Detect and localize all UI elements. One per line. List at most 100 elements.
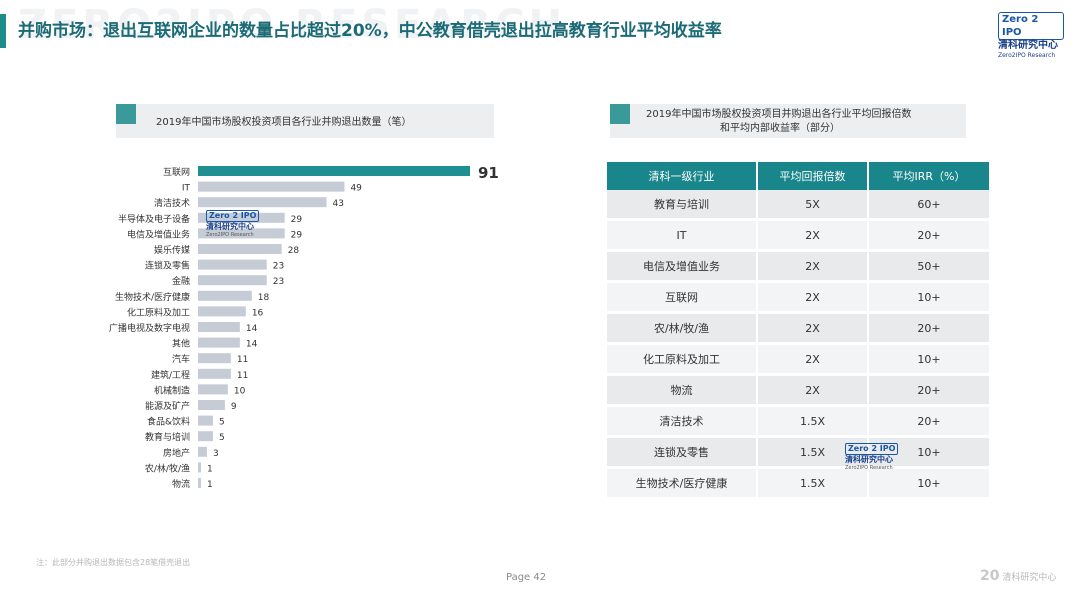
table-header-row: 清科一级行业 平均回报倍数 平均IRR（%） bbox=[607, 162, 992, 190]
bar bbox=[198, 462, 201, 473]
table-row: 连锁及零售 1.5X 10+ bbox=[607, 436, 992, 469]
data-label: 91 bbox=[478, 164, 499, 182]
watermark-stamp: Zero 2 IPO 清科研究中心 Zero2IPO Research bbox=[206, 203, 264, 238]
table-header-cell: 清科一级行业 bbox=[607, 162, 759, 190]
category-label: 半导体及电子设备 bbox=[118, 213, 190, 225]
data-label: 14 bbox=[246, 324, 258, 334]
data-label: 29 bbox=[291, 215, 303, 225]
table-cell: 1.5X bbox=[757, 436, 869, 469]
stamp-en: Zero2IPO Research bbox=[845, 465, 893, 471]
left-panel-title-text: 2019年中国市场股权投资项目各行业并购退出数量（笔） bbox=[156, 117, 412, 128]
bar bbox=[198, 446, 207, 457]
bar bbox=[198, 478, 201, 488]
table-cell: 10+ bbox=[867, 343, 992, 376]
data-label: 23 bbox=[273, 262, 284, 272]
data-label: 9 bbox=[231, 402, 237, 412]
table-row: 化工原料及加工 2X 10+ bbox=[607, 343, 992, 376]
table-cell: 互联网 bbox=[607, 281, 759, 314]
category-label: 能源及矿产 bbox=[145, 400, 190, 412]
bar bbox=[198, 306, 246, 317]
bar bbox=[198, 431, 213, 442]
table-cell: 20+ bbox=[867, 405, 992, 438]
bar bbox=[198, 384, 228, 395]
data-label: 3 bbox=[213, 449, 219, 459]
footnote: 注：此部分并购退出数据包含28笔借壳退出 bbox=[36, 558, 191, 567]
bar bbox=[198, 181, 345, 192]
category-label: 农/林/牧/渔 bbox=[145, 462, 190, 474]
table-cell: 10+ bbox=[867, 467, 992, 500]
right-panel-title-line1: 2019年中国市场股权投资项目并购退出各行业平均回报倍数 bbox=[646, 109, 912, 120]
footer-brand: 20 清科研究中心 bbox=[980, 568, 1056, 584]
bar bbox=[198, 353, 231, 364]
category-label: 建筑/工程 bbox=[151, 369, 190, 381]
table-header-cell: 平均IRR（%） bbox=[867, 162, 992, 190]
bar bbox=[198, 197, 327, 208]
table-cell: 化工原料及加工 bbox=[607, 343, 759, 376]
category-label: 金融 bbox=[172, 275, 190, 287]
table-cell: 2X bbox=[757, 219, 869, 252]
table-cell: 1.5X bbox=[757, 405, 869, 438]
table-row: 清洁技术 1.5X 20+ bbox=[607, 405, 992, 438]
data-label: 29 bbox=[291, 230, 303, 240]
irr-table: 清科一级行业 平均回报倍数 平均IRR（%） 教育与培训 5X 60+ IT 2X 20+… bbox=[607, 162, 992, 500]
data-label: 11 bbox=[237, 371, 248, 381]
data-label: 10 bbox=[234, 386, 246, 396]
table-cell: 物流 bbox=[607, 374, 759, 407]
bar bbox=[198, 275, 267, 286]
category-label: 电信及增值业务 bbox=[127, 228, 190, 240]
data-label: 28 bbox=[288, 246, 300, 256]
bar bbox=[198, 337, 240, 348]
bar bbox=[198, 259, 267, 270]
page-title: 并购市场：退出互联网企业的数量占比超过20%，中公教育借壳退出拉高教育行业平均收… bbox=[18, 21, 722, 41]
data-label: 43 bbox=[333, 199, 344, 209]
table-row: 电信及增值业务 2X 50+ bbox=[607, 250, 992, 283]
bar bbox=[198, 322, 240, 332]
table-cell: 1.5X bbox=[757, 467, 869, 500]
table-cell: 60+ bbox=[867, 190, 992, 221]
table-cell: 20+ bbox=[867, 312, 992, 345]
footer-brand-text: 清科研究中心 bbox=[1002, 573, 1057, 583]
data-label: 14 bbox=[246, 340, 258, 350]
logo-mark: Zero 2 IPO bbox=[998, 12, 1064, 40]
bar bbox=[198, 290, 252, 301]
table-cell: 10+ bbox=[867, 281, 992, 314]
category-label: 广播电视及数字电视 bbox=[109, 322, 190, 334]
category-label: 连锁及零售 bbox=[145, 260, 190, 272]
table-cell: 连锁及零售 bbox=[607, 436, 759, 469]
category-label: 房地产 bbox=[163, 447, 190, 459]
panel-square-icon bbox=[610, 104, 630, 124]
category-label: 食品&饮料 bbox=[147, 416, 190, 428]
category-label: 其他 bbox=[172, 338, 190, 350]
stamp-cn: 清科研究中心 bbox=[845, 455, 893, 464]
category-label: 互联网 bbox=[163, 167, 190, 178]
table-cell: 2X bbox=[757, 281, 869, 314]
data-label: 1 bbox=[207, 464, 213, 474]
data-label: 23 bbox=[273, 277, 284, 287]
category-label: 化工原料及加工 bbox=[127, 306, 190, 318]
stamp-mark: Zero 2 IPO bbox=[206, 210, 260, 222]
category-label: 物流 bbox=[172, 478, 190, 490]
stamp-en: Zero2IPO Research bbox=[206, 232, 254, 238]
footer-brand-mark: 20 bbox=[980, 568, 1000, 584]
title-accent-bar bbox=[0, 14, 6, 48]
category-label: 生物技术/医疗健康 bbox=[115, 291, 190, 303]
watermark-stamp: Zero 2 IPO 清科研究中心 Zero2IPO Research bbox=[845, 436, 903, 471]
table-cell: 20+ bbox=[867, 219, 992, 252]
left-panel-title: 2019年中国市场股权投资项目各行业并购退出数量（笔） bbox=[116, 104, 494, 138]
table-cell: 50+ bbox=[867, 250, 992, 283]
table-cell: IT bbox=[607, 219, 759, 252]
table-cell: 5X bbox=[757, 190, 869, 221]
data-label: 5 bbox=[219, 433, 225, 443]
table-cell: 农/林/牧/渔 bbox=[607, 312, 759, 345]
page-number: Page 42 bbox=[506, 572, 547, 583]
table-row: 互联网 2X 10+ bbox=[607, 281, 992, 314]
data-label: 1 bbox=[207, 480, 213, 490]
table-cell: 清洁技术 bbox=[607, 405, 759, 438]
panel-square-icon bbox=[116, 104, 136, 124]
category-label: IT bbox=[182, 184, 191, 194]
table-cell: 2X bbox=[757, 343, 869, 376]
bar bbox=[198, 228, 285, 239]
category-label: 教育与培训 bbox=[145, 431, 190, 443]
category-label: 机械制造 bbox=[154, 384, 190, 396]
